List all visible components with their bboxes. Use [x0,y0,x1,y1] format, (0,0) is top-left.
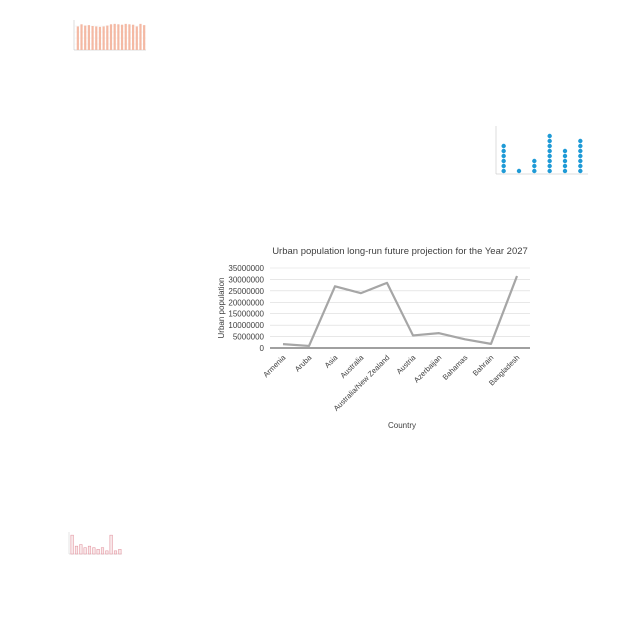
urban-population-chart: Urban population long-run future project… [200,236,540,436]
thumb-top-bar-11 [117,24,120,50]
x-tick-label-5: Austria [395,352,418,375]
urban-population-chart-svg: Urban population long-run future project… [217,246,530,430]
thumb-dot-3-2 [547,158,552,164]
thumb-bottom-bar-1 [74,545,79,555]
y-tick-label-2: 10000000 [228,321,264,330]
y-tick-label-0: 0 [260,344,265,353]
thumb-bottom-bar-10 [113,550,118,555]
thumbnail-dot-plot [480,118,592,188]
y-tick-label-4: 20000000 [228,298,264,307]
thumbnail-bar-chart-top [66,16,150,60]
thumb-bottom-bar-0 [70,534,74,555]
y-axis-title: Urban population [217,278,226,339]
y-tick-label-5: 25000000 [228,287,264,296]
thumb-dot-3-0 [547,168,552,174]
x-tick-label-8: Bahrain [471,353,496,378]
thumb-dot-5-1 [578,163,583,169]
x-axis-title: Country [388,421,416,430]
thumb-top-bar-10 [113,23,116,50]
thumb-dot-3-5 [547,143,552,149]
thumb-dot-0-5 [501,143,506,149]
thumb-bottom-bar-7 [100,547,105,555]
thumb-dot-3-4 [547,148,552,154]
x-tick-label-6: Azerbaijan [412,353,443,384]
x-tick-label-1: Aruba [293,352,314,373]
thumbnail-dot-plot-svg [495,126,588,175]
thumb-top-bar-16 [135,26,138,50]
x-tick-label-2: Asia [323,352,340,369]
thumb-top-bar-17 [139,23,142,50]
thumb-top-bar-15 [132,24,135,50]
thumbnail-bar-chart-top-svg [73,20,146,51]
thumb-top-bar-4 [91,26,94,50]
x-tick-label-0: Armenia [261,352,288,379]
thumb-dot-5-4 [578,148,583,154]
thumb-dot-5-5 [578,143,583,149]
thumb-dot-3-3 [547,153,552,159]
thumb-dot-3-6 [547,138,552,144]
thumb-dot-2-0 [532,168,537,174]
thumb-bottom-bar-3 [83,547,87,555]
thumb-dot-4-0 [562,168,568,174]
thumb-top-bar-1 [80,24,83,50]
thumb-top-bar-14 [128,24,131,50]
thumbnail-bar-chart-bottom [64,528,124,566]
thumb-top-bar-18 [143,25,146,50]
y-tick-label-7: 35000000 [228,264,264,273]
thumb-bottom-bar-2 [79,544,83,555]
thumb-bottom-bar-8 [105,550,109,555]
thumb-top-bar-0 [76,26,79,50]
y-tick-label-6: 30000000 [228,275,264,284]
thumb-top-bar-6 [98,26,102,50]
thumb-dot-4-4 [562,148,568,154]
thumb-dot-0-4 [501,148,506,154]
thumb-bottom-bar-4 [87,545,92,555]
x-tick-label-7: Bahamas [441,353,470,382]
thumb-dot-2-1 [532,163,537,169]
series-line [282,275,519,348]
thumb-dot-0-3 [501,153,506,159]
thumb-bottom-bar-9 [109,534,113,555]
thumb-dot-5-3 [578,153,583,159]
thumb-dot-0-1 [501,163,506,169]
thumbnail-bar-chart-bottom-svg [68,532,122,555]
thumb-dot-4-2 [562,158,568,164]
thumb-dot-3-1 [547,163,552,169]
thumb-bottom-bar-6 [96,549,100,555]
thumb-dot-5-2 [578,158,583,164]
thumb-top-bar-8 [106,25,109,50]
thumb-dot-0-0 [501,168,506,174]
thumb-dot-0-2 [501,158,506,164]
y-tick-label-1: 5000000 [233,333,265,342]
thumb-dot-3-7 [547,133,552,139]
thumb-dot-4-1 [562,163,568,169]
thumb-top-bar-7 [102,26,105,50]
thumb-dot-1-0 [516,168,522,174]
thumb-top-bar-13 [124,23,127,50]
thumb-top-bar-2 [84,25,87,50]
thumb-dot-2-2 [532,158,537,164]
thumb-dot-5-0 [578,168,583,174]
thumb-bottom-bar-5 [92,547,96,555]
thumb-dot-4-3 [562,153,568,159]
thumb-top-bar-3 [87,25,90,50]
thumb-bottom-bar-11 [118,549,122,555]
thumb-top-bar-9 [109,24,113,50]
y-tick-label-3: 15000000 [228,310,264,319]
thumb-top-bar-12 [120,24,124,50]
thumb-top-bar-5 [95,26,98,50]
thumb-dot-5-6 [578,138,583,144]
chart-title: Urban population long-run future project… [272,246,528,257]
